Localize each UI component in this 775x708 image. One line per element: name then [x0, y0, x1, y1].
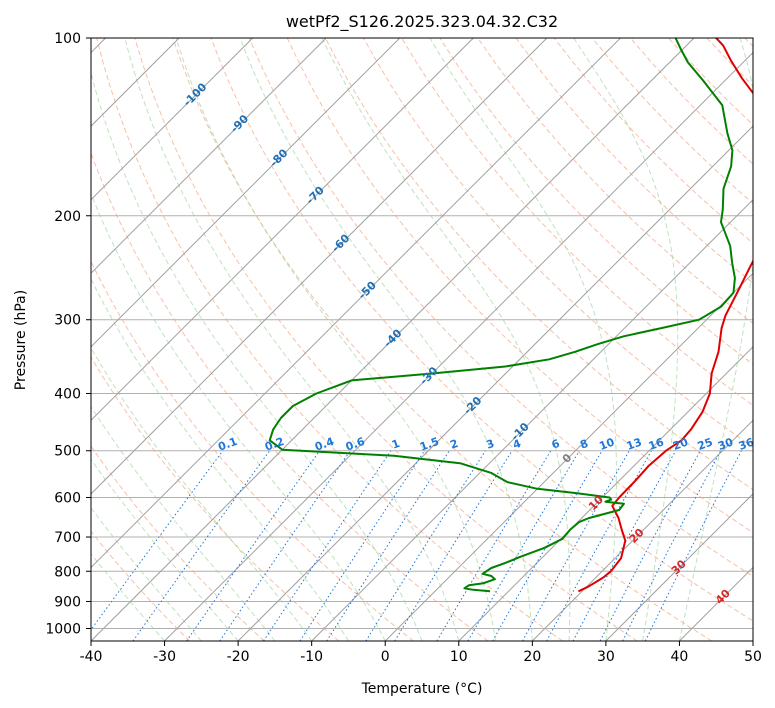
mixing-ratio-line [186, 450, 321, 641]
moist-adiabat [91, 192, 386, 641]
isotherm-line [91, 38, 621, 569]
moist-adiabat [678, 38, 753, 641]
moist-adiabat [175, 38, 497, 641]
dry-adiabat [96, 38, 563, 641]
moist-adiabat [91, 70, 423, 641]
mixing-ratio-label: 30 [716, 435, 735, 453]
mixing-ratio-label: 36 [737, 435, 756, 453]
dry-adiabat [515, 38, 753, 284]
mixing-ratio-label: 1.5 [418, 435, 441, 454]
mixing-ratio-line [644, 450, 742, 641]
dry-adiabat [324, 38, 753, 491]
mixing-ratio-label: 13 [625, 436, 644, 453]
mixing-ratio-label: 0.6 [344, 435, 367, 454]
dry-adiabat [210, 38, 753, 622]
y-tick-label: 900 [54, 594, 81, 610]
dry-adiabat [134, 38, 638, 641]
background-lines [91, 38, 753, 641]
x-tick-label: -30 [153, 649, 176, 665]
mixing-ratio-label: 0.1 [216, 435, 239, 454]
temperature-line [577, 38, 753, 593]
mixing-ratio-line [263, 450, 392, 641]
moist-adiabat [429, 38, 617, 641]
isotherm-line [164, 51, 753, 641]
isotherm-line [91, 38, 401, 348]
x-tick-label: 0 [381, 649, 390, 665]
mixing-ratio-line [394, 450, 513, 641]
mixing-ratio-label: 4 [511, 437, 523, 452]
mixing-ratio-label: 3 [485, 437, 497, 452]
isotherm-line [237, 125, 753, 641]
moist-adiabat [573, 38, 679, 641]
x-tick-label: 10 [450, 649, 468, 665]
y-axis: 1000 900 800 700 600 500 400 300 200 100 [45, 31, 91, 637]
moist-adiabat [91, 458, 239, 641]
mixing-ratio-line [91, 450, 224, 631]
moist-adiabat [124, 38, 460, 641]
mixing-ratio-line [132, 450, 271, 641]
x-tick-label: 50 [744, 649, 762, 665]
moist-adiabat [321, 38, 571, 641]
dry-adiabat [477, 38, 753, 325]
isotherm-line [384, 272, 753, 641]
isotherm-line [91, 38, 695, 641]
dry-adiabat [248, 38, 753, 577]
mixing-ratio-label: 1 [390, 437, 402, 452]
y-tick-label: 500 [54, 444, 81, 460]
mixing-ratio-label: 2 [448, 437, 460, 452]
moist-adiabat [239, 38, 533, 641]
mixing-ratio-label: 16 [647, 435, 666, 453]
y-tick-label: 100 [54, 31, 81, 47]
isotherm-line [605, 493, 753, 641]
mixing-ratio-line [522, 450, 630, 641]
moist-adiabat [91, 405, 276, 641]
y-tick-label: 400 [54, 387, 81, 403]
mixing-ratio-label: 20 [671, 435, 690, 453]
y-tick-label: 1000 [45, 621, 81, 637]
mixing-ratio-label: 8 [578, 437, 590, 452]
dry-adiabat [91, 530, 190, 641]
x-tick-label: -10 [300, 649, 323, 665]
mixing-ratio-line [299, 450, 426, 641]
x-axis-title: Temperature (°C) [361, 681, 483, 697]
dry-adiabat [401, 38, 753, 407]
x-tick-label: -20 [227, 649, 250, 665]
mixing-ratio-line [622, 450, 722, 641]
mixing-ratio-line [546, 450, 652, 641]
moist-adiabat [91, 277, 349, 641]
isotherm-line [91, 38, 327, 274]
dry-adiabat [91, 151, 489, 641]
isotherm-line [91, 38, 254, 201]
mixing-ratio-line [365, 450, 486, 641]
mixing-ratio-label: 0.4 [313, 435, 336, 454]
y-tick-label: 600 [54, 490, 81, 506]
y-axis-title: Pressure (hPa) [13, 290, 29, 390]
mixing-ratio-label: 0.2 [263, 435, 286, 454]
x-tick-label: 20 [523, 649, 541, 665]
y-tick-label: 300 [54, 313, 81, 329]
sounding-profiles [268, 38, 753, 593]
dry-adiabat [91, 445, 265, 641]
isotherm-line [91, 38, 474, 422]
x-tick-label: -40 [80, 649, 103, 665]
x-tick-label: 40 [671, 649, 689, 665]
plot-frame [90, 37, 754, 642]
isotherm-line [531, 419, 753, 641]
mixing-ratio-line [326, 450, 450, 641]
chart-title: wetPf2_S126.2025.323.04.32.C32 [286, 12, 558, 32]
y-tick-label: 700 [54, 530, 81, 546]
isotherm-line [91, 38, 548, 495]
dry-adiabat [91, 356, 340, 641]
x-axis: -40 -30 -20 -10 0 10 20 30 40 50 [80, 641, 762, 665]
x-tick-label: 30 [597, 649, 615, 665]
y-tick-label: 200 [54, 209, 81, 225]
mixing-ratio-label: 25 [696, 436, 715, 453]
mixing-ratio-line [219, 450, 351, 641]
dewpoint-line [268, 38, 736, 593]
mixing-ratio-label: 10 [597, 435, 616, 453]
y-tick-label: 800 [54, 564, 81, 580]
mixing-ratio-label: 6 [550, 437, 562, 452]
